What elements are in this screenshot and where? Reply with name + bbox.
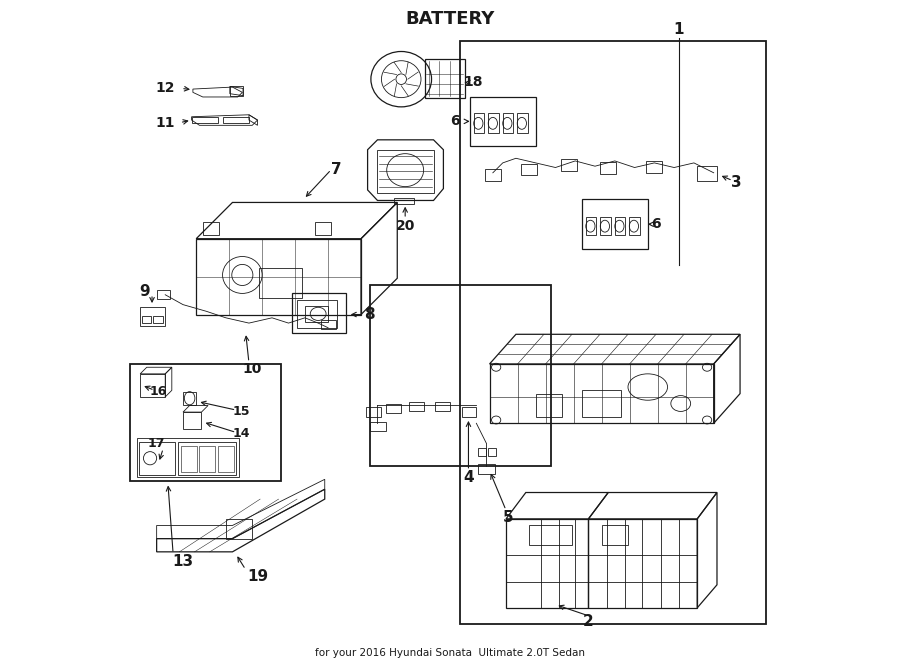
Text: 13: 13 — [173, 554, 194, 569]
Bar — [200, 446, 215, 472]
Text: 9: 9 — [139, 284, 149, 299]
Bar — [478, 448, 486, 456]
Bar — [259, 268, 302, 298]
Text: 8: 8 — [364, 307, 375, 322]
Bar — [600, 217, 611, 236]
Bar — [178, 442, 237, 475]
Text: 17: 17 — [148, 436, 166, 449]
Bar — [297, 300, 337, 328]
Bar — [529, 526, 572, 545]
Bar — [460, 41, 767, 624]
Bar — [366, 407, 381, 416]
Text: 7: 7 — [331, 162, 342, 177]
Bar — [462, 407, 476, 416]
Bar — [436, 402, 450, 411]
Bar — [137, 438, 239, 477]
Bar — [222, 117, 249, 123]
Text: 6: 6 — [651, 217, 661, 231]
Text: 20: 20 — [395, 218, 415, 232]
Text: 1: 1 — [673, 22, 684, 36]
Bar — [305, 306, 328, 322]
Text: 18: 18 — [464, 75, 482, 89]
Text: 2: 2 — [583, 614, 594, 628]
Bar — [370, 422, 386, 431]
Text: 12: 12 — [156, 81, 175, 95]
Bar — [425, 60, 464, 97]
Bar — [130, 364, 281, 481]
Bar — [536, 394, 562, 416]
Text: for your 2016 Hyundai Sonata  Ultimate 2.0T Sedan: for your 2016 Hyundai Sonata Ultimate 2.… — [315, 647, 585, 658]
Bar — [698, 166, 717, 181]
Bar — [139, 442, 176, 475]
Bar — [321, 320, 336, 329]
Bar — [218, 446, 234, 472]
Bar — [142, 316, 151, 323]
Bar — [394, 199, 414, 204]
Bar — [470, 97, 536, 146]
Bar — [181, 446, 197, 472]
Text: 16: 16 — [150, 385, 167, 398]
Bar — [581, 199, 648, 249]
Bar — [473, 113, 484, 133]
Bar — [646, 161, 662, 173]
Bar — [561, 159, 577, 171]
Text: 3: 3 — [732, 175, 742, 189]
Bar — [202, 222, 220, 236]
Bar — [478, 464, 495, 474]
Bar — [183, 392, 196, 405]
Bar — [377, 150, 434, 193]
Bar — [503, 113, 513, 133]
Bar — [157, 290, 170, 299]
Bar — [488, 448, 496, 456]
Bar — [521, 164, 537, 175]
Text: 6: 6 — [450, 115, 460, 128]
Bar — [488, 113, 499, 133]
Text: 15: 15 — [232, 405, 250, 418]
Bar — [140, 374, 166, 397]
Bar — [410, 402, 424, 411]
Bar — [183, 412, 202, 428]
Text: 4: 4 — [464, 470, 473, 485]
Bar — [292, 293, 346, 333]
Bar — [386, 404, 400, 413]
Bar — [370, 285, 551, 466]
Bar — [485, 169, 500, 181]
Bar — [629, 217, 640, 236]
Text: BATTERY: BATTERY — [405, 10, 495, 28]
Bar — [586, 217, 597, 236]
Bar — [230, 87, 243, 95]
Text: 5: 5 — [503, 510, 513, 525]
Text: 11: 11 — [156, 116, 175, 130]
Text: 10: 10 — [242, 362, 262, 376]
Bar — [601, 526, 628, 545]
Bar — [615, 217, 626, 236]
Bar — [153, 316, 163, 323]
Bar — [315, 222, 331, 236]
Bar — [192, 117, 218, 123]
Bar — [518, 113, 527, 133]
Bar — [226, 519, 252, 539]
Text: 19: 19 — [247, 569, 268, 584]
Bar — [581, 391, 621, 416]
Text: 14: 14 — [232, 428, 250, 440]
Bar — [600, 162, 617, 174]
Bar — [140, 307, 166, 326]
